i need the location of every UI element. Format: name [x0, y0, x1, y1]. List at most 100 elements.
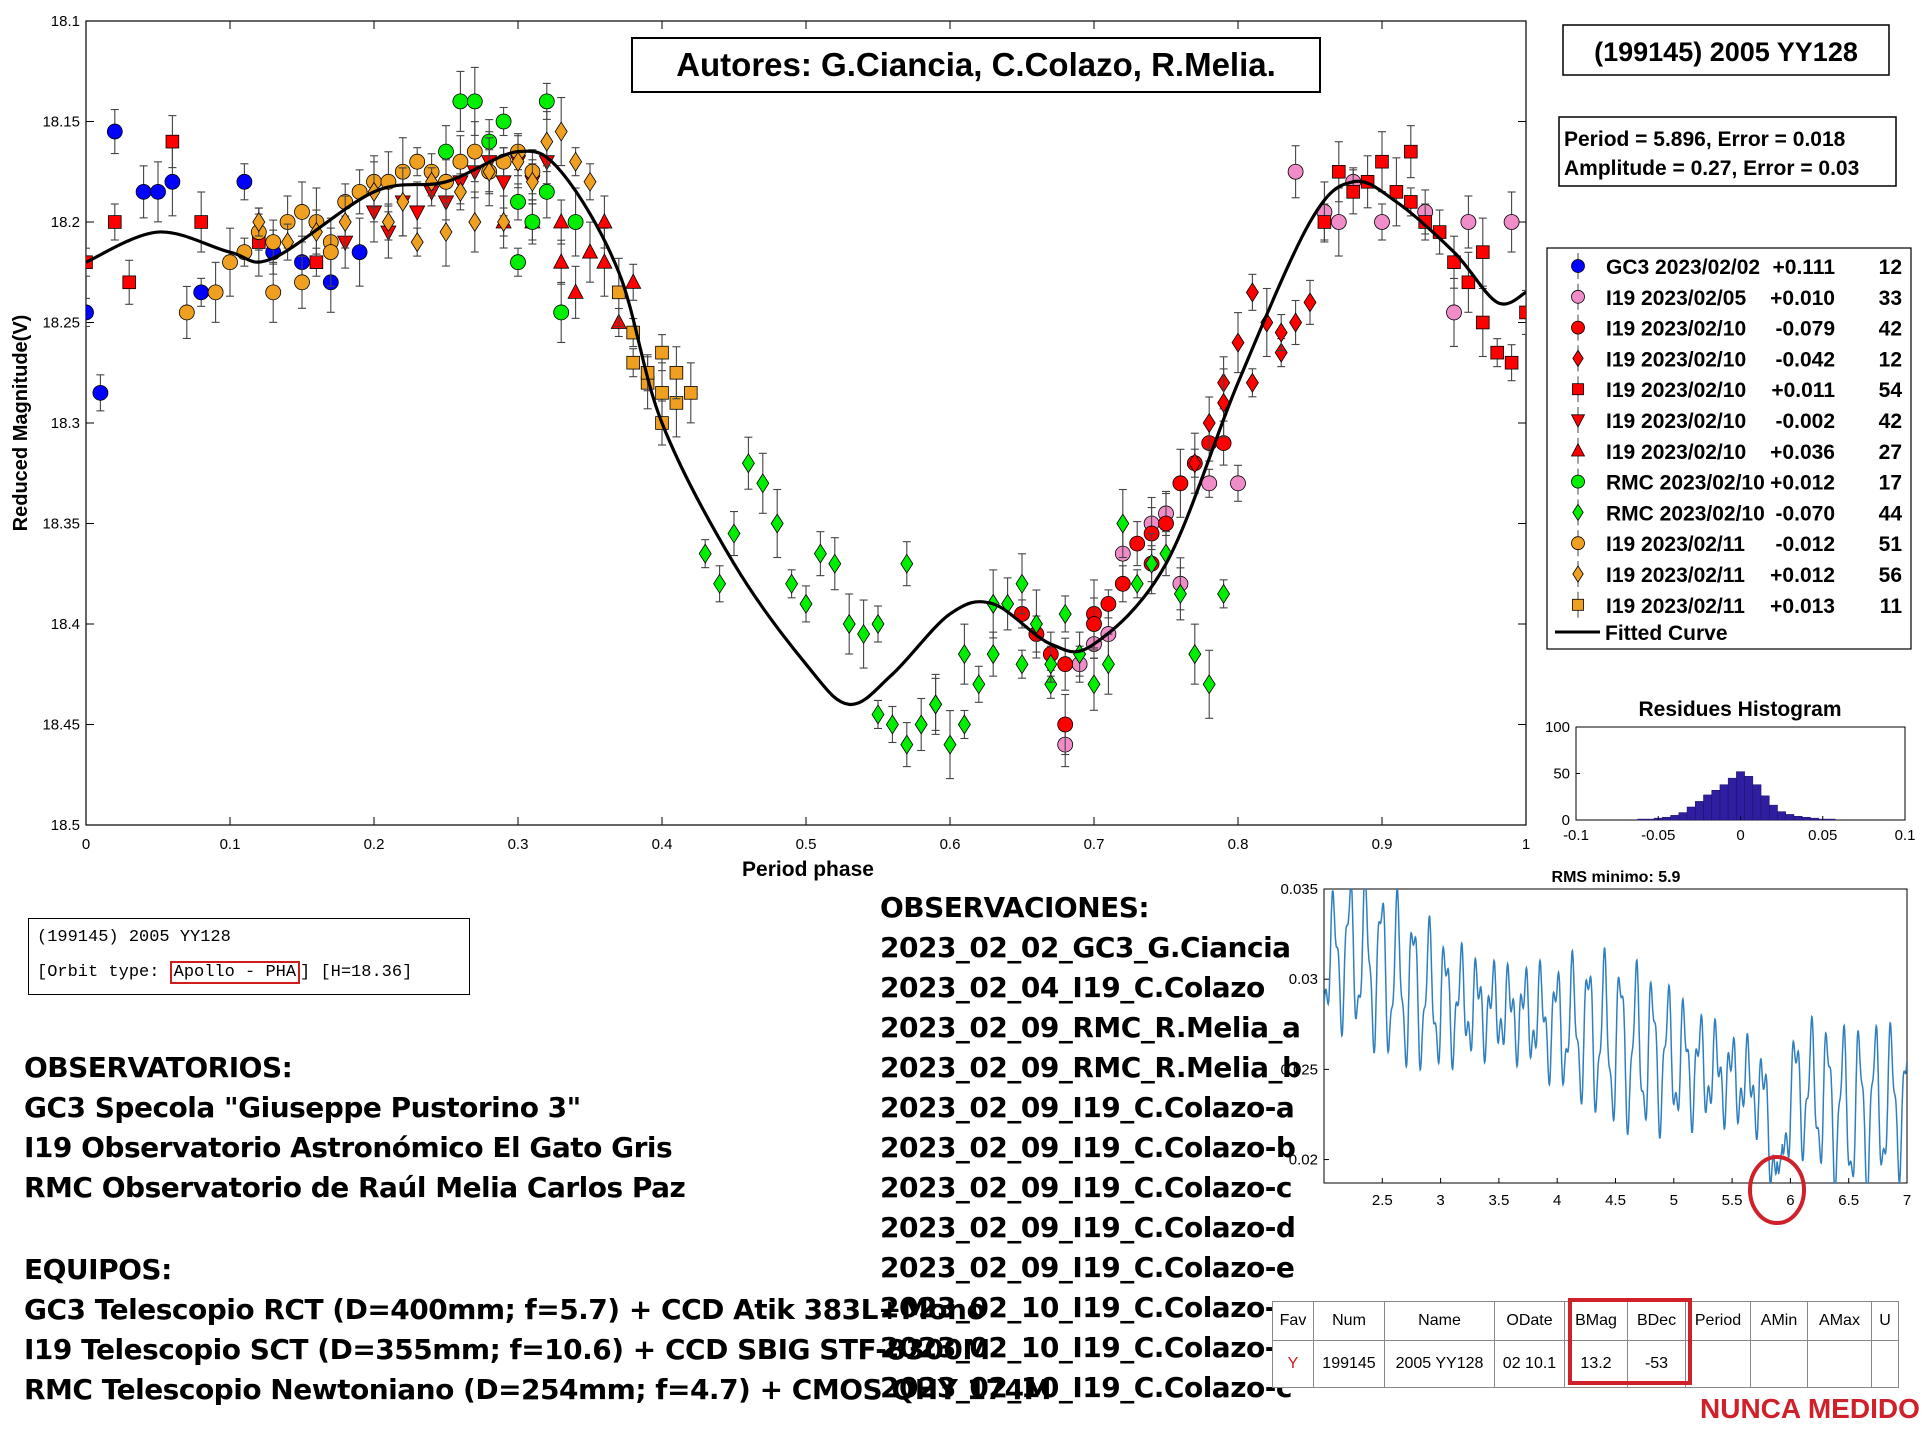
observatorios-heading: OBSERVATORIOS:: [24, 1051, 293, 1084]
data-point: [164, 173, 181, 190]
table-row: Y 199145 2005 YY128 02 10.1 13.2 -53: [1272, 1340, 1899, 1388]
histogram-bar: [1769, 804, 1778, 821]
equipo-line: RMC Telescopio Newtoniano (D=254mm; f=4.…: [24, 1373, 1052, 1406]
data-point: [207, 284, 224, 301]
data-point: [1503, 214, 1520, 230]
data-point: [943, 734, 957, 755]
equipos-heading: EQUIPOS:: [24, 1253, 172, 1286]
table-cell: 2005 YY128: [1384, 1340, 1495, 1388]
equipo-line: I19 Telescopio SCT (D=355mm; f=10.6) + C…: [24, 1333, 990, 1366]
data-point: [1418, 215, 1432, 229]
data-point: [86, 304, 94, 321]
table-cell: [1807, 1340, 1872, 1388]
histogram-bar: [1719, 784, 1729, 821]
data-point: [842, 613, 856, 635]
data-point: [309, 255, 324, 269]
legend-count: 51: [1879, 533, 1903, 556]
legend-marker: [1571, 289, 1585, 304]
data-point: [150, 183, 166, 200]
data-point: [1202, 412, 1216, 434]
data-point: [106, 123, 123, 140]
data-point: [567, 283, 584, 299]
legend-site-date: I19 2023/02/10: [1606, 441, 1746, 464]
y-tick-label: 18.5: [51, 817, 80, 834]
legend-marker: [1572, 349, 1584, 368]
data-point: [524, 214, 541, 230]
data-point: [885, 714, 899, 735]
data-point: [381, 211, 395, 233]
data-point: [756, 473, 770, 494]
data-point: [1015, 573, 1029, 594]
data-point: [468, 211, 482, 233]
data-point: [957, 714, 971, 735]
y-axis-label: Reduced Magnitude(V): [10, 315, 32, 532]
rms-frame: [1323, 888, 1908, 1184]
data-point: [1404, 195, 1418, 209]
data-point: [1375, 154, 1389, 169]
observacion-line: 2023_02_09_I19_C.Colazo-b: [880, 1131, 1296, 1164]
data-point: [596, 212, 613, 229]
authors-title: Autores: G.Ciancia, C.Colazo, R.Melia.: [676, 46, 1276, 83]
data-point: [900, 734, 914, 755]
data-point: [351, 244, 368, 261]
data-point: [409, 205, 426, 222]
rms-x-tick-label: 4: [1553, 1192, 1561, 1209]
histogram-bar: [1678, 812, 1688, 821]
data-point: [554, 121, 568, 142]
table-cell: 199145: [1313, 1340, 1385, 1388]
orbit-info-box: (199145) 2005 YY128 [Orbit type: Apollo …: [28, 918, 470, 995]
legend-marker: [1572, 383, 1584, 396]
data-point: [165, 134, 180, 149]
histogram-bar: [1793, 816, 1803, 821]
table-header-cell: Num: [1313, 1301, 1385, 1341]
x-tick-label: 0.6: [940, 836, 961, 853]
object-box: [1562, 24, 1890, 76]
data-point: [567, 214, 584, 230]
data-point: [957, 644, 971, 665]
authors-box: [631, 37, 1321, 93]
period-line: Period = 5.896, Error = 0.018: [1564, 128, 1846, 151]
data-point: [1447, 255, 1461, 269]
histogram-ticks: -0.1 -0.05 0 0.05 0.1 0 50 100: [1545, 719, 1915, 844]
orbit-type-highlight: Apollo - PHA: [169, 961, 301, 984]
data-point: [452, 153, 469, 170]
data-point: [813, 543, 827, 564]
legend-count: 17: [1879, 472, 1902, 495]
data-point: [713, 573, 727, 594]
x-tick-label: 0.5: [796, 836, 817, 853]
data-point: [294, 204, 310, 220]
x-tick-label: 1: [1522, 836, 1530, 853]
data-point: [698, 543, 712, 564]
legend-offset: +0.011: [1771, 379, 1835, 402]
legend-count: 12: [1879, 256, 1902, 279]
legend-count: 27: [1879, 441, 1902, 464]
data-point: [265, 284, 282, 301]
data-point: [553, 212, 570, 229]
equipo-line: GC3 Telescopio RCT (D=400mm; f=5.7) + CC…: [24, 1293, 986, 1326]
legend-count: 33: [1879, 287, 1902, 310]
data-point: [265, 234, 282, 251]
data-point: [1332, 164, 1346, 179]
light-curve-chart: 0 0.1 0.2 0.3 0.4 0.5 0.6 0.7 0.8 0.9 1 18.1 18.15 18…: [10, 13, 1912, 881]
data-point: [538, 93, 555, 110]
histogram-bar: [1670, 815, 1680, 821]
data-point: [828, 553, 842, 574]
data-point: [871, 613, 885, 635]
data-point: [108, 215, 122, 229]
observacion-line: 2023_02_09_RMC_R.Melia_b: [880, 1051, 1302, 1084]
orbit-object-line: (199145) 2005 YY128: [37, 928, 231, 947]
observatorio-line: RMC Observatorio de Raúl Melia Carlos Pa…: [24, 1171, 686, 1204]
observacion-line: 2023_02_09_RMC_R.Melia_a: [880, 1011, 1301, 1044]
data-point: [396, 191, 410, 213]
rms-title: RMS minimo: 5.9: [1552, 869, 1681, 886]
data-point: [122, 275, 136, 290]
histogram-bar: [1785, 814, 1795, 821]
legend-count: 54: [1879, 379, 1903, 402]
bmag-bdec-highlight: [1568, 1298, 1692, 1385]
legend-count: 11: [1880, 595, 1903, 618]
table-header-cell: BDec: [1627, 1301, 1686, 1341]
data-point: [1245, 282, 1259, 303]
data-point: [1303, 292, 1317, 313]
orbit-prefix: [Orbit type:: [37, 963, 170, 982]
legend-count: 44: [1879, 502, 1903, 525]
